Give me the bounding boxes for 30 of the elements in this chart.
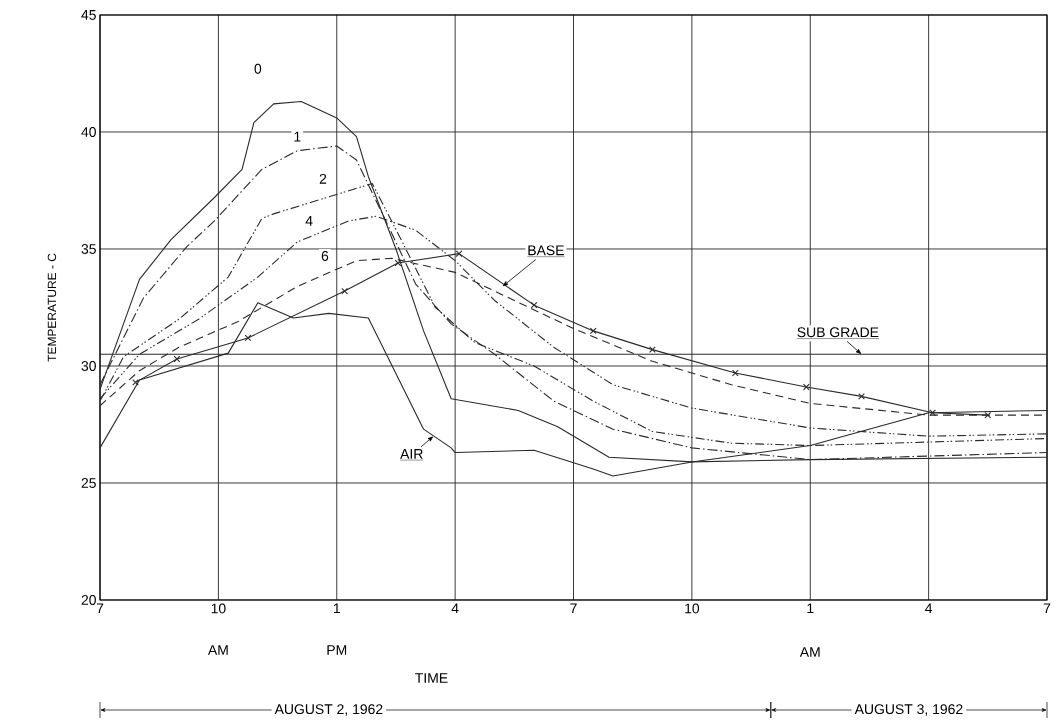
text: BASE	[528, 245, 564, 256]
series-label: 4	[305, 216, 313, 226]
y-tick-label: 20	[81, 595, 96, 605]
series-label: SUB GRADE	[797, 327, 879, 338]
series-label: 6	[321, 251, 329, 261]
y-tick-label: 40	[81, 127, 96, 137]
series-label: 1	[294, 131, 301, 142]
text: AM	[207, 645, 228, 655]
x-tick-label: 7	[96, 603, 104, 614]
text: AUGUST 2, 1962	[274, 704, 383, 716]
text: AUGUST 3, 1962	[854, 704, 963, 716]
x-tick-label: 7	[1043, 603, 1051, 614]
text: PM	[327, 645, 347, 655]
text: AM	[799, 647, 820, 657]
y-tick-label: 30	[81, 361, 96, 371]
x-tick-label: 10	[211, 603, 226, 614]
y-tick-label: 35	[81, 244, 96, 254]
y-tick-label: 25	[81, 478, 96, 488]
x-tick-label: 4	[925, 603, 933, 614]
series-label: 2	[319, 173, 327, 184]
x-tick-label: 1	[333, 603, 340, 614]
x-tick-label: 7	[570, 603, 577, 614]
y-tick-label: 45	[81, 10, 96, 20]
y-axis-title: TEMPERATURE - C	[47, 253, 57, 362]
x-tick-label: 1	[807, 603, 814, 614]
x-axis-title: TIME	[415, 673, 448, 683]
x-tick-label: 4	[451, 603, 459, 614]
x-tick-label: 10	[685, 603, 700, 614]
text: 0	[254, 63, 262, 74]
series-label: AIR	[400, 449, 423, 459]
